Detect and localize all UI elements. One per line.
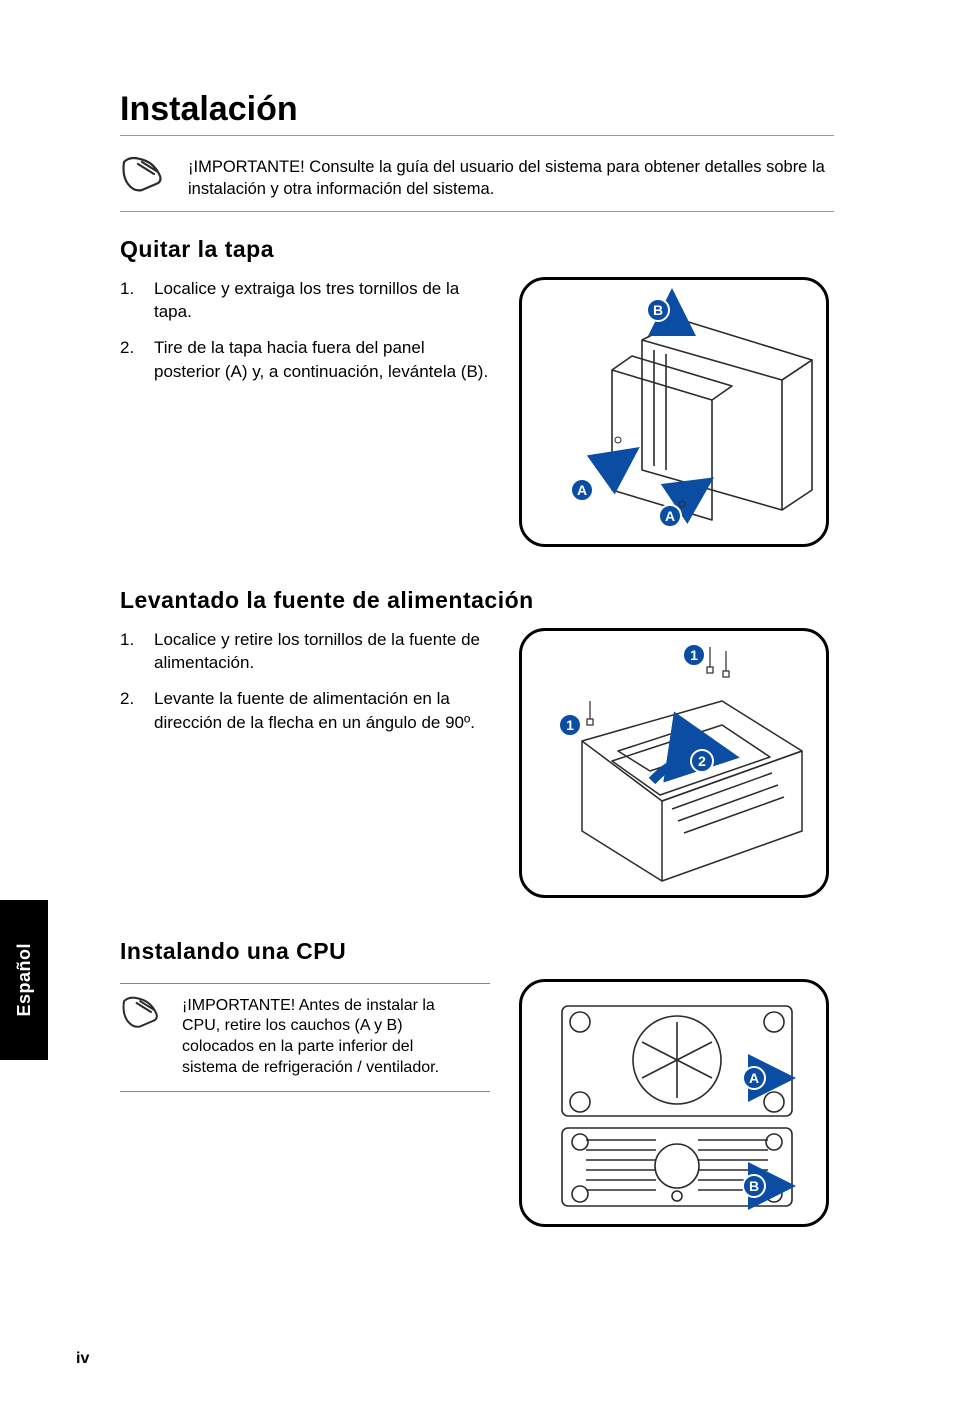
section-row-1: 1. Localice y extraiga los tres tornillo…	[120, 277, 834, 547]
list-item: 1. Localice y extraiga los tres tornillo…	[120, 277, 490, 325]
step-text: Tire de la tapa hacia fuera del panel po…	[154, 336, 490, 384]
section-2-steps: 1. Localice y retire los tornillos de la…	[120, 628, 490, 735]
list-item: 2. Tire de la tapa hacia fuera del panel…	[120, 336, 490, 384]
section-heading-1: Quitar la tapa	[120, 236, 834, 263]
step-number: 1.	[120, 628, 154, 676]
page-number: iv	[76, 1350, 89, 1368]
figure-cover-removal: A A B	[519, 277, 829, 547]
hand-pointer-icon	[120, 994, 164, 1079]
important-note-cpu-text: ¡IMPORTANTE! Antes de instalar la CPU, r…	[182, 994, 442, 1079]
section-row-2: 1. Localice y retire los tornillos de la…	[120, 628, 834, 898]
callout-letter: A	[665, 508, 675, 524]
step-text: Localice y retire los tornillos de la fu…	[154, 628, 490, 676]
callout-number: 2	[698, 753, 706, 769]
important-note-top: ¡IMPORTANTE! Consulte la guía del usuari…	[120, 148, 834, 212]
language-tab-label: Español	[14, 943, 35, 1017]
step-number: 1.	[120, 277, 154, 325]
step-text: Levante la fuente de alimentación en la …	[154, 687, 490, 735]
figure-psu-lift: 1 1 2	[519, 628, 829, 898]
hand-pointer-icon	[120, 154, 168, 201]
important-note-cpu: ¡IMPORTANTE! Antes de instalar la CPU, r…	[120, 983, 490, 1092]
section-heading-3: Instalando una CPU	[120, 938, 834, 965]
section-1-steps: 1. Localice y extraiga los tres tornillo…	[120, 277, 490, 384]
list-item: 1. Localice y retire los tornillos de la…	[120, 628, 490, 676]
callout-letter: B	[653, 302, 663, 318]
callout-letter: A	[577, 482, 587, 498]
step-text: Localice y extraiga los tres tornillos d…	[154, 277, 490, 325]
title-underline	[120, 135, 834, 136]
important-note-text: ¡IMPORTANTE! Consulte la guía del usuari…	[188, 154, 834, 201]
step-number: 2.	[120, 687, 154, 735]
section-heading-2: Levantado la fuente de alimentación	[120, 587, 834, 614]
step-number: 2.	[120, 336, 154, 384]
section-2-figure-wrap: 1 1 2	[514, 628, 834, 898]
page-title: Instalación	[120, 90, 834, 129]
section-row-3: ¡IMPORTANTE! Antes de instalar la CPU, r…	[120, 979, 834, 1227]
callout-letter: A	[749, 1070, 759, 1086]
callout-number: 1	[690, 647, 698, 663]
section-1-figure-wrap: A A B	[514, 277, 834, 547]
section-1-text: 1. Localice y extraiga los tres tornillo…	[120, 277, 490, 547]
callout-number: 1	[566, 717, 574, 733]
section-2-text: 1. Localice y retire los tornillos de la…	[120, 628, 490, 898]
figure-cooler-bottom: A B	[519, 979, 829, 1227]
section-3-text: ¡IMPORTANTE! Antes de instalar la CPU, r…	[120, 979, 490, 1227]
language-tab: Español	[0, 900, 48, 1060]
callout-letter: B	[749, 1178, 759, 1194]
list-item: 2. Levante la fuente de alimentación en …	[120, 687, 490, 735]
section-3-figure-wrap: A B	[514, 979, 834, 1227]
